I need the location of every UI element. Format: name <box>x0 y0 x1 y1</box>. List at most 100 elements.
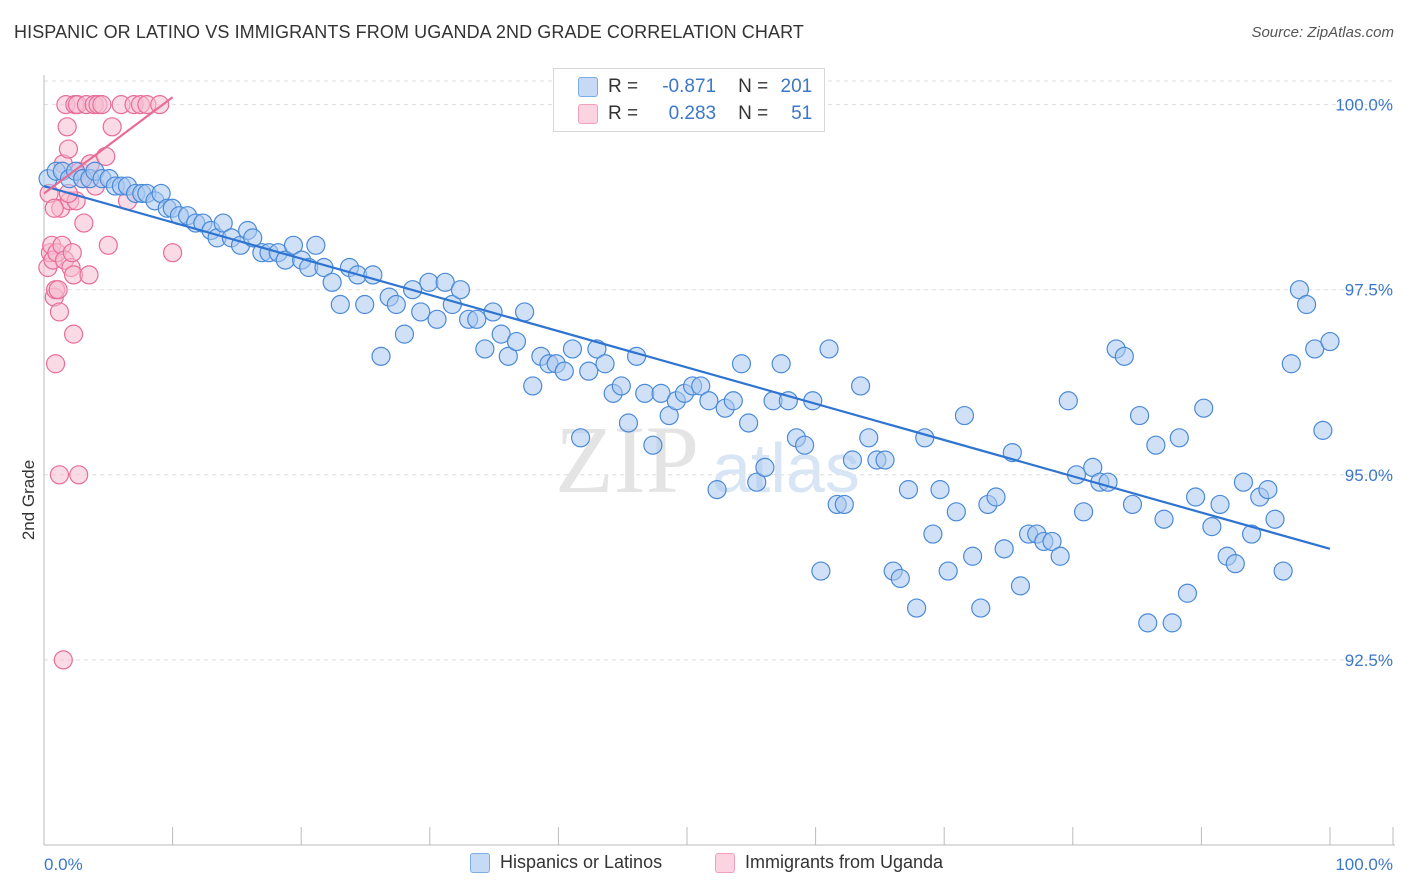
hispanic-point <box>611 376 631 396</box>
hispanic-point <box>1225 554 1245 574</box>
hispanic-point <box>1146 435 1166 455</box>
hispanic-point <box>915 428 935 448</box>
hispanic-point <box>1122 494 1143 515</box>
hispanic-point <box>930 480 950 500</box>
n-value-hispanic: 201 <box>780 76 813 97</box>
watermark: ZIP atlas <box>555 406 860 513</box>
y-tick-labels: 100.0% 97.5% 95.0% 92.5% <box>1335 96 1393 670</box>
hispanic-point <box>371 346 391 366</box>
hispanic-point <box>890 568 910 589</box>
hispanic-point <box>1154 509 1174 529</box>
legend-item-uganda: Immigrants from Uganda <box>715 852 943 873</box>
hispanic-point <box>491 324 511 344</box>
legend-swatch-uganda <box>715 852 735 873</box>
uganda-point <box>69 465 89 485</box>
hispanic-point <box>475 339 495 359</box>
hispanic-point <box>811 561 831 581</box>
y-tick-label: 92.5% <box>1345 651 1393 670</box>
y-tick-label: 95.0% <box>1345 466 1393 485</box>
uganda-point <box>49 465 70 485</box>
grid-lines <box>44 80 1395 661</box>
hispanic-point <box>755 457 775 478</box>
hispanic-point <box>1129 405 1150 426</box>
hispanic-point <box>498 346 518 366</box>
axes <box>43 75 1395 846</box>
hispanic-point <box>1010 576 1031 596</box>
hispanic-point <box>986 487 1006 507</box>
hispanic-point <box>834 494 854 515</box>
hispanic-point <box>1114 346 1134 366</box>
uganda-point <box>98 235 118 255</box>
uganda-trend-line <box>43 96 174 195</box>
hispanic-point <box>1210 494 1230 515</box>
hispanic-point <box>283 235 304 255</box>
hispanic-point <box>523 376 543 396</box>
n-key: N = <box>738 103 769 124</box>
y-tick-label: 100.0% <box>1335 96 1393 115</box>
hispanic-point <box>739 413 759 433</box>
hispanic-point <box>514 302 535 322</box>
r-key: R = <box>608 76 639 97</box>
hispanic-point <box>1241 524 1262 544</box>
hispanic-point <box>971 598 991 618</box>
hispanic-point <box>1194 398 1214 418</box>
hispanic-point <box>1320 331 1340 352</box>
hispanic-point <box>851 376 871 396</box>
hispanic-point <box>819 339 839 359</box>
uganda-point <box>102 117 122 137</box>
hispanic-point <box>954 405 975 426</box>
hispanic-point <box>1169 428 1189 448</box>
hispanic-point <box>938 561 958 581</box>
x-tick-label-min: 0.0% <box>44 855 83 874</box>
uganda-point <box>53 650 73 670</box>
hispanic-point <box>907 598 927 618</box>
hispanic-point <box>450 280 471 300</box>
legend-item-hispanic: Hispanics or Latinos <box>470 852 662 873</box>
hispanic-point <box>1058 391 1078 411</box>
hispanic-point <box>1281 354 1301 374</box>
hispanic-point <box>626 346 647 366</box>
hispanic-point <box>355 294 375 315</box>
legend-swatch-hispanic <box>470 852 490 873</box>
hispanic-point <box>467 309 487 329</box>
hispanic-point <box>427 309 447 329</box>
hispanic-point <box>1233 472 1254 492</box>
hispanic-point <box>386 294 406 315</box>
hispanic-point <box>322 272 342 292</box>
hispanic-point <box>723 391 743 411</box>
uganda-point <box>96 146 116 167</box>
hispanic-point <box>875 450 895 470</box>
hispanic-point <box>691 376 711 396</box>
hispanic-point <box>618 413 639 433</box>
hispanic-point <box>747 472 767 492</box>
hispanic-point <box>643 435 663 455</box>
hispanic-point <box>1265 509 1285 529</box>
hispanic-point <box>554 361 574 381</box>
hispanic-point <box>963 546 983 566</box>
hispanic-point <box>731 354 752 374</box>
hispanic-swatch <box>578 77 598 97</box>
hispanic-point <box>1313 420 1333 440</box>
watermark-atlas: atlas <box>712 429 860 507</box>
hispanic-point <box>651 383 671 403</box>
uganda-swatch <box>578 104 598 124</box>
r-value-uganda: 0.283 <box>668 103 717 124</box>
uganda-point <box>44 198 64 218</box>
uganda-point <box>45 354 66 374</box>
hispanic-point <box>411 302 431 322</box>
stats-legend: R = -0.871 N = 201 R = 0.283 N = 51 <box>553 68 825 132</box>
uganda-point <box>92 95 112 115</box>
r-value-hispanic: -0.871 <box>662 76 717 97</box>
legend-label-uganda: Immigrants from Uganda <box>745 852 944 872</box>
uganda-point <box>79 265 99 285</box>
hispanic-point <box>1202 517 1222 537</box>
uganda-point <box>74 213 94 233</box>
hispanic-point <box>707 480 727 500</box>
uganda-point <box>62 243 82 263</box>
hispanic-point <box>635 383 655 403</box>
stats-row-uganda: R = 0.283 N = 51 <box>554 101 812 127</box>
hispanic-point <box>771 354 791 374</box>
chart-title: HISPANIC OR LATINO VS IMMIGRANTS FROM UG… <box>14 22 804 42</box>
n-value-uganda: 51 <box>791 103 813 124</box>
